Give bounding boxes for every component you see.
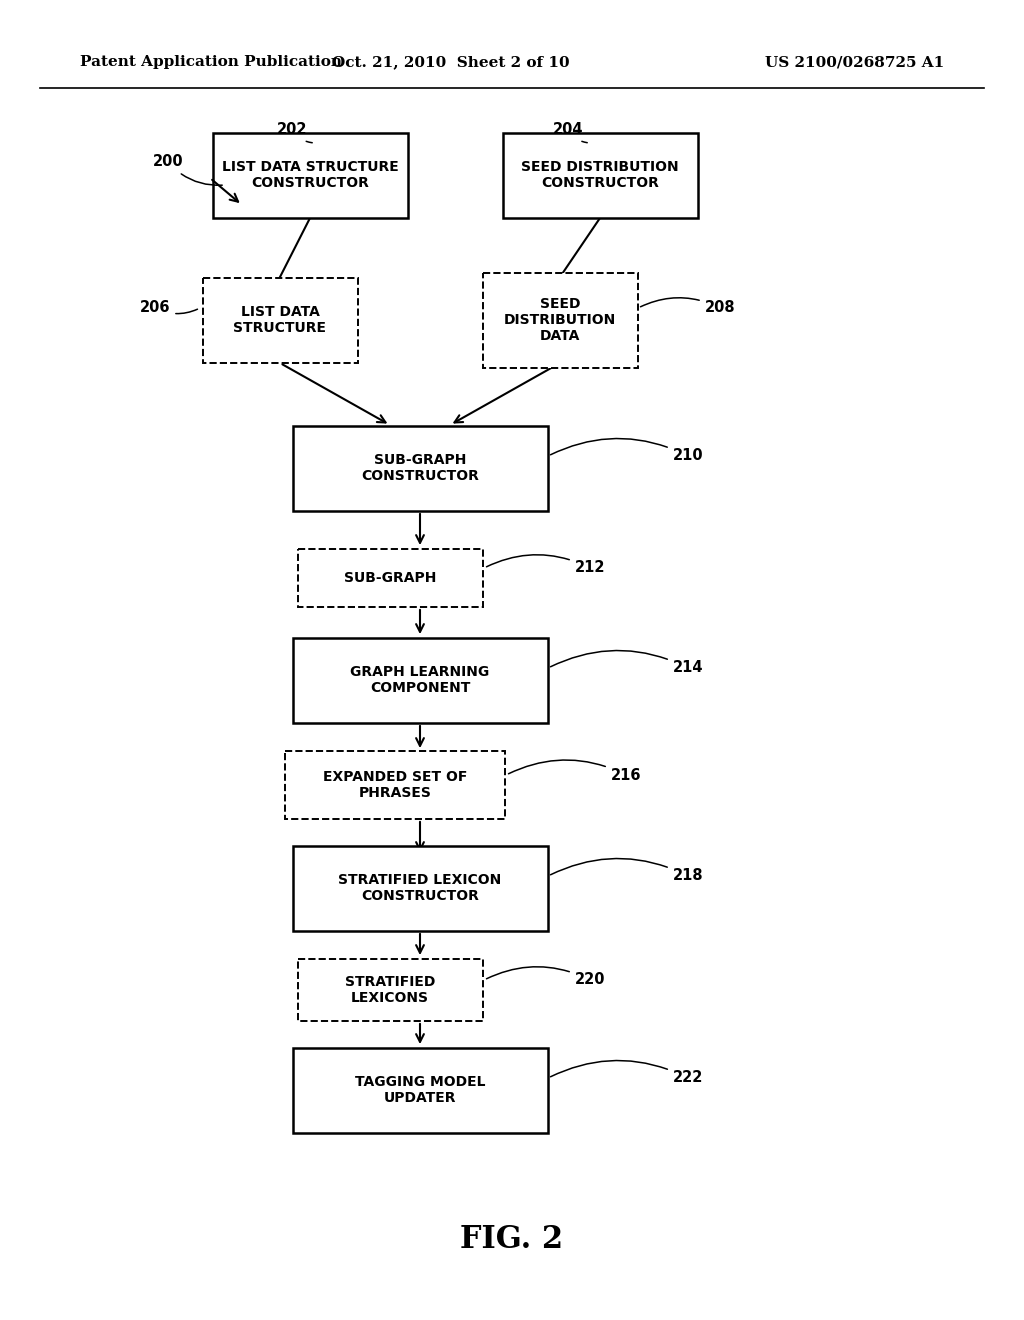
Bar bbox=[293, 425, 548, 511]
Text: 212: 212 bbox=[486, 554, 605, 576]
Bar bbox=[213, 132, 408, 218]
Text: US 2100/0268725 A1: US 2100/0268725 A1 bbox=[765, 55, 944, 69]
Text: 220: 220 bbox=[486, 966, 605, 987]
Text: 208: 208 bbox=[640, 298, 735, 315]
Text: SEED
DISTRIBUTION
DATA: SEED DISTRIBUTION DATA bbox=[504, 297, 616, 343]
Bar bbox=[293, 1048, 548, 1133]
Text: LIST DATA
STRUCTURE: LIST DATA STRUCTURE bbox=[233, 305, 327, 335]
Text: 202: 202 bbox=[276, 123, 312, 143]
Text: Patent Application Publication: Patent Application Publication bbox=[80, 55, 342, 69]
Text: 200: 200 bbox=[153, 154, 222, 185]
Text: 206: 206 bbox=[139, 301, 198, 315]
Bar bbox=[203, 277, 357, 363]
Text: STRATIFIED
LEXICONS: STRATIFIED LEXICONS bbox=[345, 975, 435, 1005]
Text: SEED DISTRIBUTION
CONSTRUCTOR: SEED DISTRIBUTION CONSTRUCTOR bbox=[521, 160, 679, 190]
Bar bbox=[482, 272, 638, 367]
Text: TAGGING MODEL
UPDATER: TAGGING MODEL UPDATER bbox=[354, 1074, 485, 1105]
Text: 204: 204 bbox=[553, 123, 587, 143]
Text: 222: 222 bbox=[551, 1060, 703, 1085]
Text: LIST DATA STRUCTURE
CONSTRUCTOR: LIST DATA STRUCTURE CONSTRUCTOR bbox=[221, 160, 398, 190]
Text: EXPANDED SET OF
PHRASES: EXPANDED SET OF PHRASES bbox=[323, 770, 467, 800]
Bar bbox=[503, 132, 697, 218]
Bar bbox=[293, 638, 548, 722]
Text: STRATIFIED LEXICON
CONSTRUCTOR: STRATIFIED LEXICON CONSTRUCTOR bbox=[338, 873, 502, 903]
Text: FIG. 2: FIG. 2 bbox=[461, 1225, 563, 1255]
Text: 210: 210 bbox=[551, 438, 703, 463]
Text: Oct. 21, 2010  Sheet 2 of 10: Oct. 21, 2010 Sheet 2 of 10 bbox=[332, 55, 569, 69]
Text: SUB-GRAPH
CONSTRUCTOR: SUB-GRAPH CONSTRUCTOR bbox=[361, 453, 479, 483]
Text: 214: 214 bbox=[551, 651, 703, 676]
Text: 218: 218 bbox=[551, 858, 703, 883]
Bar bbox=[298, 960, 482, 1020]
Bar bbox=[298, 549, 482, 607]
Bar bbox=[293, 846, 548, 931]
Bar bbox=[285, 751, 505, 818]
Text: GRAPH LEARNING
COMPONENT: GRAPH LEARNING COMPONENT bbox=[350, 665, 489, 696]
Text: SUB-GRAPH: SUB-GRAPH bbox=[344, 572, 436, 585]
Text: 216: 216 bbox=[509, 760, 641, 783]
